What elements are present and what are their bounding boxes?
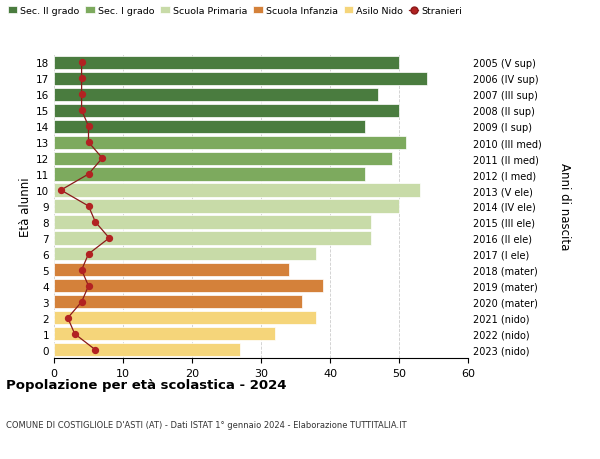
Text: Popolazione per età scolastica - 2024: Popolazione per età scolastica - 2024: [6, 379, 287, 392]
Text: COMUNE DI COSTIGLIOLE D'ASTI (AT) - Dati ISTAT 1° gennaio 2024 - Elaborazione TU: COMUNE DI COSTIGLIOLE D'ASTI (AT) - Dati…: [6, 420, 407, 429]
Bar: [54, 120, 365, 134]
Bar: [54, 232, 371, 245]
Point: [77, 59, 86, 67]
Legend: Sec. II grado, Sec. I grado, Scuola Primaria, Scuola Infanzia, Asilo Nido, Stran: Sec. II grado, Sec. I grado, Scuola Prim…: [8, 7, 463, 16]
Point: [77, 91, 86, 99]
Point: [84, 251, 94, 258]
Bar: [54, 56, 399, 70]
Bar: [54, 264, 289, 277]
Point: [84, 203, 94, 210]
Point: [77, 75, 86, 83]
Point: [77, 298, 86, 306]
Bar: [54, 328, 275, 341]
Bar: [54, 184, 420, 197]
Bar: [54, 89, 378, 101]
Point: [84, 139, 94, 146]
Point: [63, 314, 73, 322]
Bar: [54, 216, 371, 229]
Bar: [54, 248, 316, 261]
Point: [91, 347, 100, 354]
Bar: [54, 168, 365, 181]
Point: [91, 219, 100, 226]
Bar: [54, 136, 406, 149]
Point: [84, 171, 94, 179]
Y-axis label: Età alunni: Età alunni: [19, 177, 32, 236]
Bar: [54, 152, 392, 165]
Bar: [54, 343, 240, 357]
Bar: [54, 104, 399, 118]
Bar: [54, 280, 323, 293]
Point: [84, 123, 94, 130]
Point: [84, 283, 94, 290]
Point: [104, 235, 114, 242]
Bar: [54, 312, 316, 325]
Bar: [54, 200, 399, 213]
Point: [56, 187, 66, 194]
Point: [77, 107, 86, 115]
Point: [98, 155, 107, 162]
Y-axis label: Anni di nascita: Anni di nascita: [558, 163, 571, 250]
Bar: [54, 296, 302, 309]
Bar: [54, 73, 427, 85]
Point: [70, 330, 79, 338]
Point: [77, 267, 86, 274]
